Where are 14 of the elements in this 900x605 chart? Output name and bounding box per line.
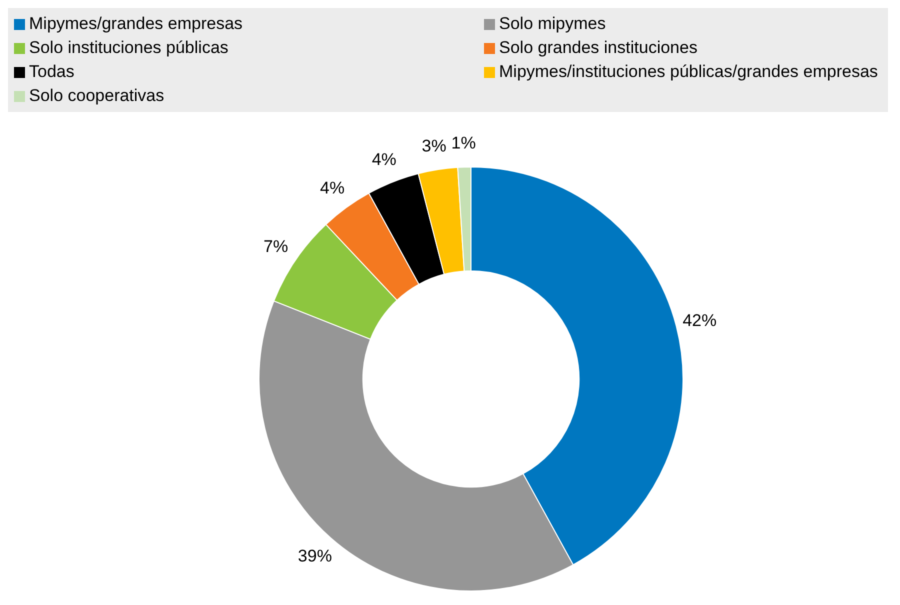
data-label: 39% [298,546,332,566]
data-label: 42% [682,310,717,330]
data-label: 3% [422,136,446,156]
legend-label: Solo mipymes [499,13,606,35]
data-label: 4% [372,150,396,170]
legend-label: Solo cooperativas [29,85,164,107]
legend-label: Todas [29,61,74,83]
data-label: 1% [451,134,476,153]
legend-label: Solo grandes instituciones [499,37,698,59]
data-label: 4% [320,178,345,198]
legend-label: Mipymes/grandes empresas [29,13,243,35]
legend-label: Mipymes/instituciones públicas/grandes empresas [499,61,878,83]
data-label: 7% [264,236,288,256]
legend-label: Solo instituciones públicas [29,37,228,59]
